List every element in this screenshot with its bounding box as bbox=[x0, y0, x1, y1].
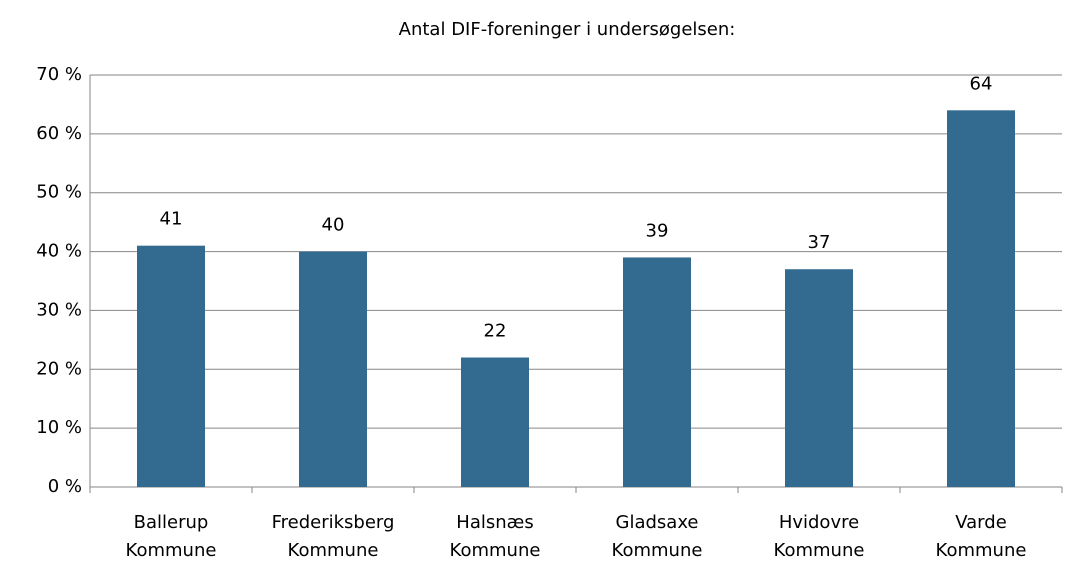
y-tick-label: 40 % bbox=[36, 241, 82, 262]
y-tick-label: 70 % bbox=[36, 64, 82, 85]
y-tick-label: 60 % bbox=[36, 123, 82, 144]
bar bbox=[623, 257, 691, 487]
data-label: 64 bbox=[970, 73, 993, 94]
y-tick-label: 0 % bbox=[48, 476, 82, 497]
x-tick-label: Gladsaxe Kommune bbox=[611, 512, 703, 561]
x-tick-label: Frederiksberg Kommune bbox=[271, 512, 395, 561]
y-tick-label: 20 % bbox=[36, 358, 82, 379]
y-tick-label: 10 % bbox=[36, 417, 82, 438]
y-tick-label: 30 % bbox=[36, 299, 82, 320]
y-tick-label: 50 % bbox=[36, 182, 82, 203]
x-tick-label: Ballerup Kommune bbox=[125, 512, 217, 561]
bar bbox=[947, 110, 1015, 488]
data-label: 41 bbox=[160, 209, 183, 230]
data-label: 40 bbox=[322, 215, 345, 236]
chart-title: Antal DIF-foreninger i undersøgelsen: bbox=[399, 19, 736, 40]
x-tick-label: Halsnæs Kommune bbox=[449, 512, 541, 561]
bar bbox=[785, 269, 853, 487]
bar bbox=[299, 251, 367, 487]
x-tick-label: Hvidovre Kommune bbox=[773, 512, 865, 561]
x-tick-label: Varde Kommune bbox=[935, 512, 1027, 561]
data-label: 39 bbox=[646, 220, 669, 241]
data-label: 37 bbox=[808, 232, 831, 253]
bar bbox=[137, 245, 205, 487]
bar bbox=[461, 357, 529, 487]
data-label: 22 bbox=[484, 321, 507, 342]
